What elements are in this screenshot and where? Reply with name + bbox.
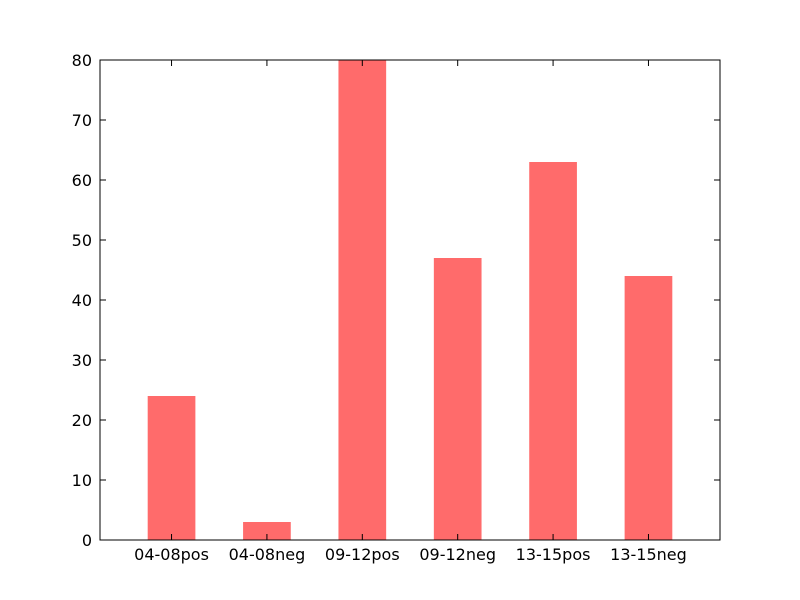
- x-tick-label: 09-12neg: [419, 545, 496, 564]
- y-tick-label: 20: [72, 411, 92, 430]
- x-tick-label: 04-08neg: [229, 545, 306, 564]
- y-tick-label: 60: [72, 171, 92, 190]
- x-axis-ticks: 04-08pos 04-08neg 09-12pos 09-12neg 13-15pos…: [134, 60, 687, 564]
- bar-04-08neg: [243, 522, 291, 540]
- bars-group: [147, 60, 673, 540]
- y-tick-label: 40: [72, 291, 92, 310]
- x-tick-label: 13-15pos: [516, 545, 591, 564]
- bar-13-15pos: [529, 162, 577, 540]
- bar-13-15neg: [624, 276, 673, 540]
- bar-09-12neg: [433, 258, 482, 540]
- x-tick-label: 04-08pos: [134, 545, 209, 564]
- x-tick-label: 09-12pos: [325, 545, 400, 564]
- plot-frame: [99, 59, 721, 541]
- y-tick-label: 70: [72, 111, 92, 130]
- y-tick-label: 30: [72, 351, 92, 370]
- y-tick-label: 0: [82, 531, 92, 550]
- y-tick-label: 10: [72, 471, 92, 490]
- bar-04-08pos: [147, 396, 196, 540]
- bar-09-12pos: [338, 60, 387, 540]
- y-tick-label: 80: [72, 51, 92, 70]
- y-axis-ticks: 0 10 20 30 40 50 60 70 80: [72, 51, 720, 550]
- y-tick-label: 50: [72, 231, 92, 250]
- x-tick-label: 13-15neg: [610, 545, 687, 564]
